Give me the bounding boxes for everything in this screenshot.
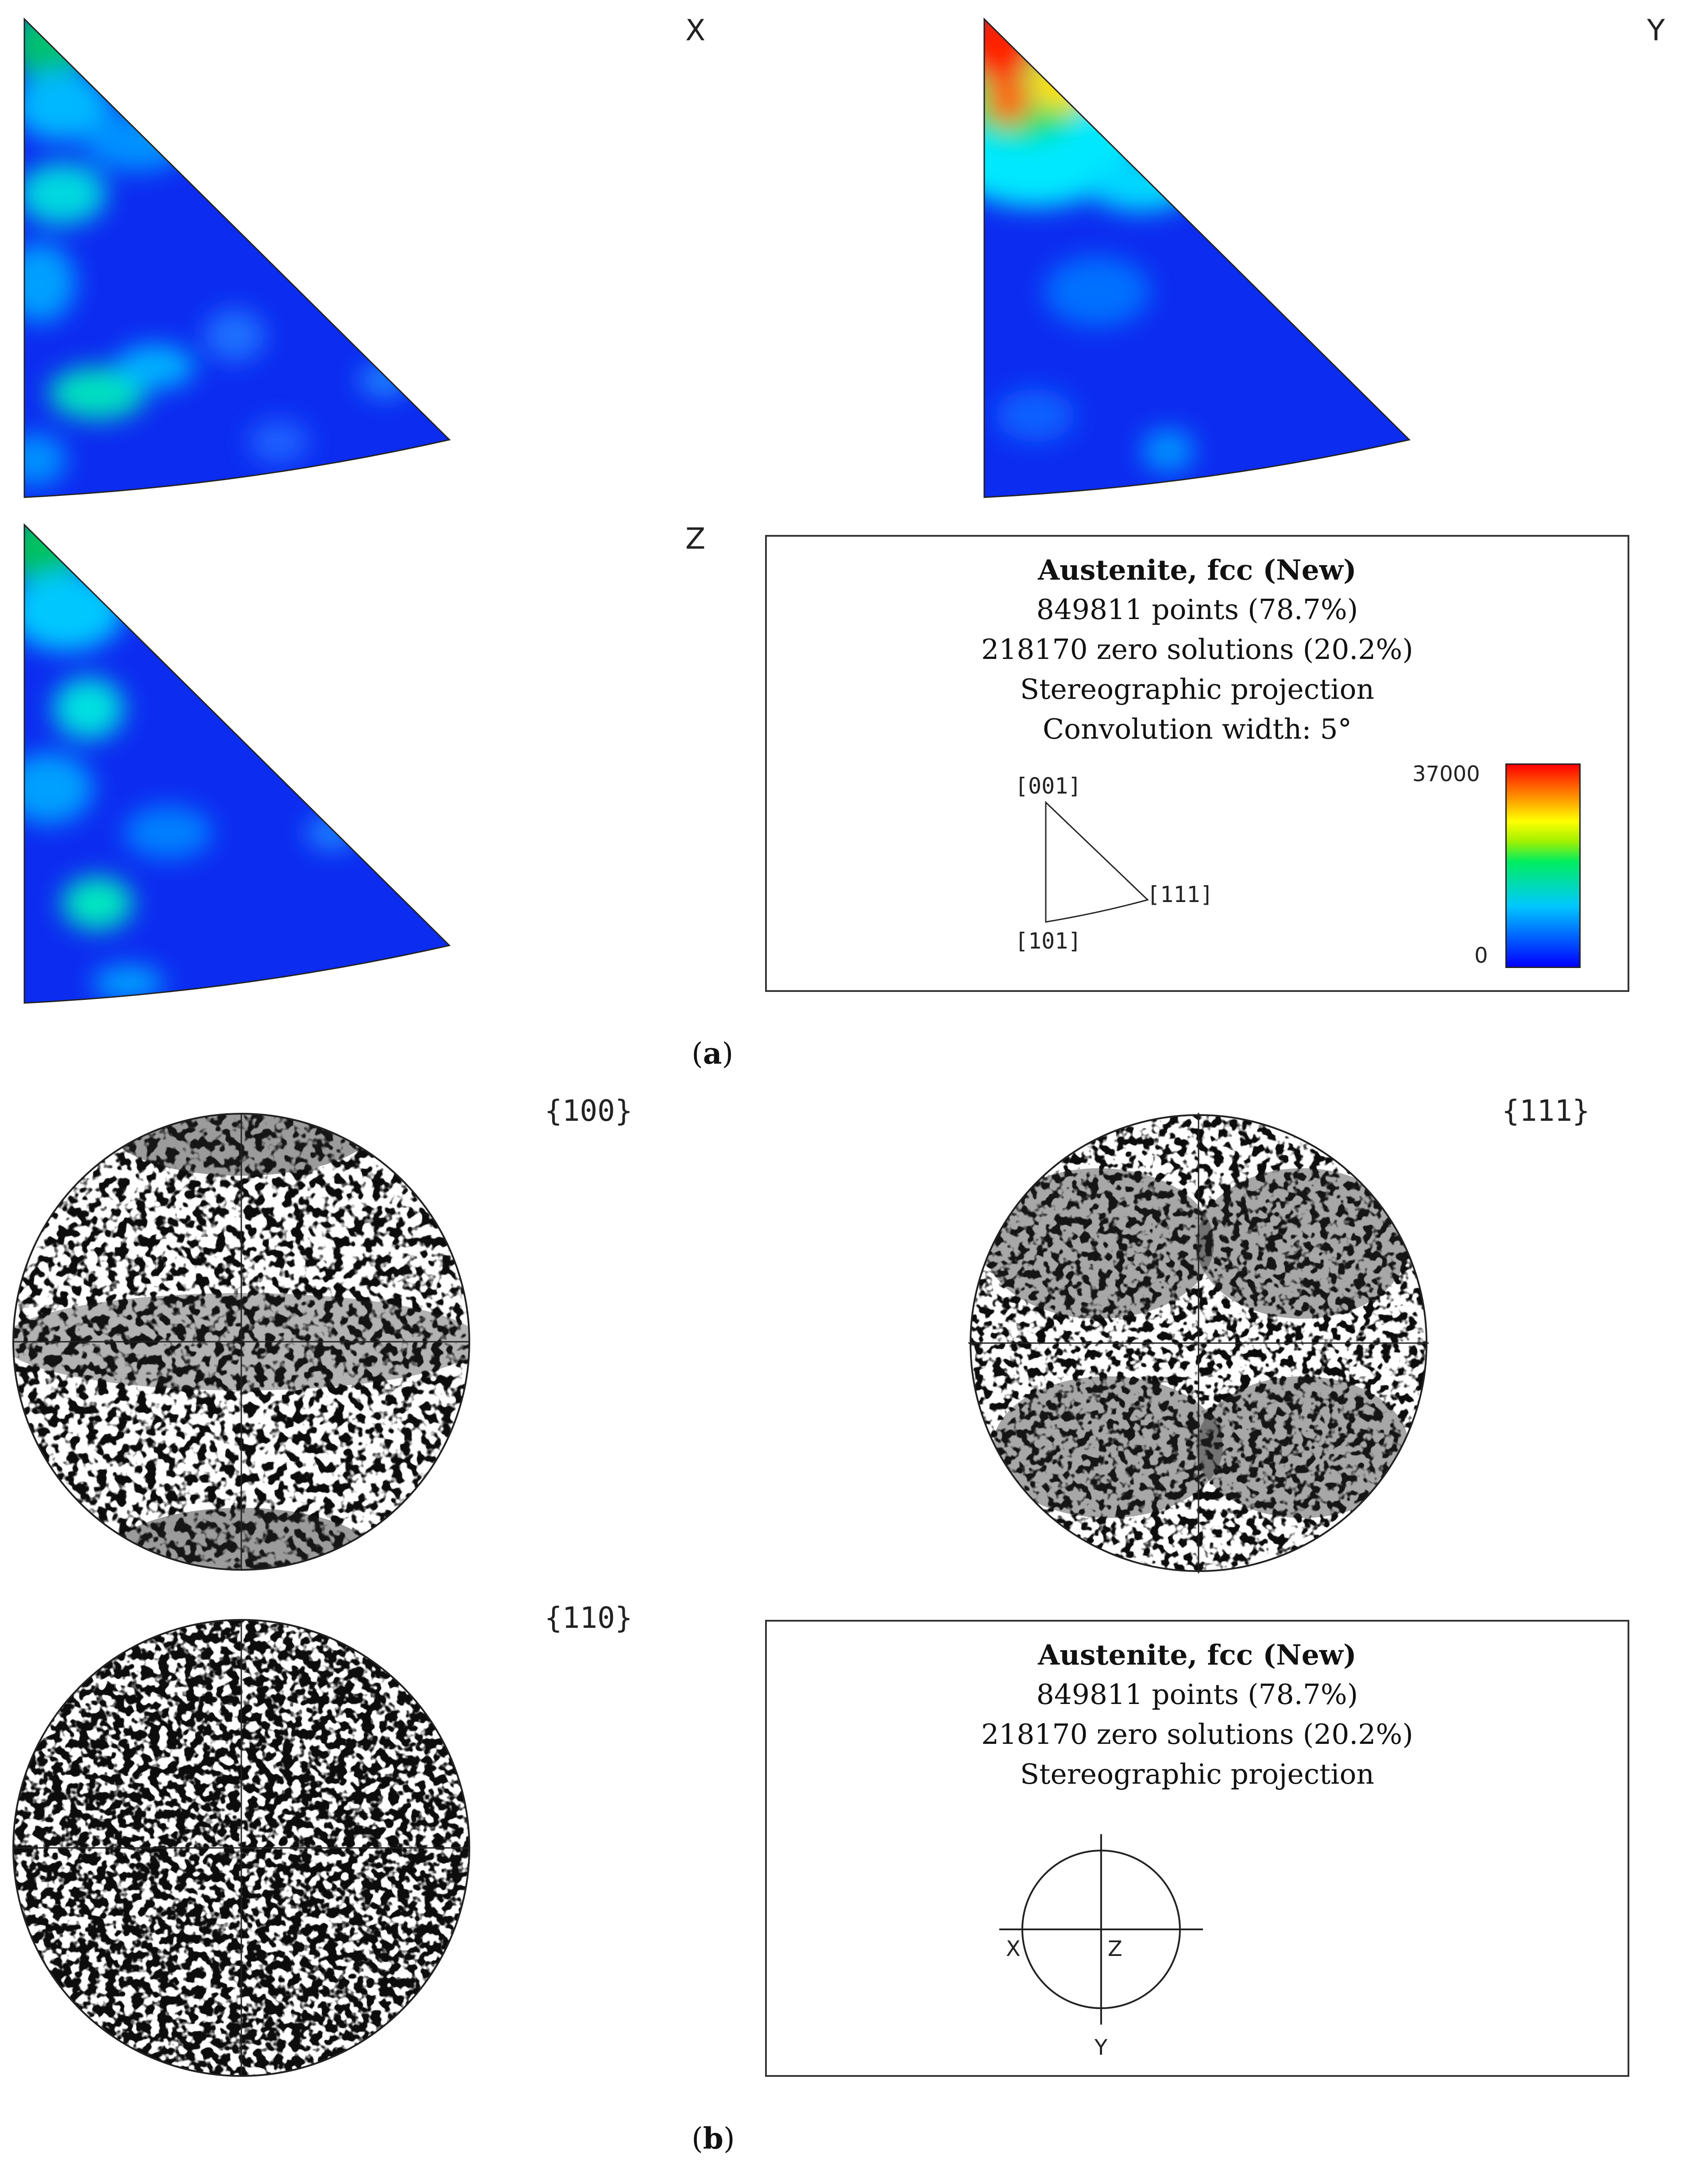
ipf-map-y: [983, 17, 1411, 498]
scale-max-label: 37000: [1412, 762, 1480, 786]
legend-b-points: 849811 points (78.7%): [1036, 1678, 1358, 1711]
axis-x-label: X: [1006, 1936, 1021, 1961]
legend-b-title: Austenite, fcc (New): [1038, 1638, 1357, 1671]
legend-title: Austenite, fcc (New): [1038, 554, 1357, 586]
ipf-label-x: X: [685, 13, 706, 47]
pole-figure-label-111: {111}: [1502, 1094, 1590, 1128]
ipf-map-z: [23, 523, 451, 1004]
pole-figure-label-110: {110}: [545, 1601, 633, 1635]
caption-a: (a): [692, 1036, 734, 1071]
axis-z-label: Z: [1108, 1936, 1122, 1961]
legend-b-zero-solutions: 218170 zero solutions (20.2%): [981, 1718, 1413, 1750]
legend-b-projection: Stereographic projection: [1020, 1758, 1374, 1790]
pole-figure-100: [12, 1113, 470, 1571]
pole-figure-legend-box: Austenite, fcc (New) 849811 points (78.7…: [765, 1620, 1629, 2077]
sample-axes-diagram: X Z Y: [999, 1834, 1203, 2060]
ipf-label-y: Y: [1647, 13, 1665, 47]
ipf-key-triangle: [001] [101] [111]: [1015, 773, 1214, 954]
scale-min-label: 0: [1474, 943, 1488, 968]
triangle-label-111: [111]: [1147, 882, 1214, 907]
triangle-label-001: [001]: [1015, 773, 1082, 799]
pole-figure-110: [12, 1619, 470, 2077]
pole-figure-label-100: {100}: [545, 1094, 633, 1128]
axis-y-label: Y: [1094, 2035, 1108, 2060]
color-scale-bar: [1505, 763, 1581, 968]
caption-b: (b): [692, 2121, 735, 2156]
pole-figure-111: [968, 1113, 1429, 1573]
ipf-label-z: Z: [685, 522, 706, 556]
legend-zero-solutions: 218170 zero solutions (20.2%): [981, 633, 1413, 666]
ipf-legend-box: Austenite, fcc (New) 849811 points (78.7…: [765, 535, 1629, 992]
triangle-label-101: [101]: [1015, 928, 1082, 954]
legend-points: 849811 points (78.7%): [1036, 593, 1358, 626]
legend-projection: Stereographic projection: [1020, 673, 1374, 705]
legend-convolution-width: Convolution width: 5°: [1042, 713, 1352, 745]
ipf-map-x: [23, 17, 451, 498]
